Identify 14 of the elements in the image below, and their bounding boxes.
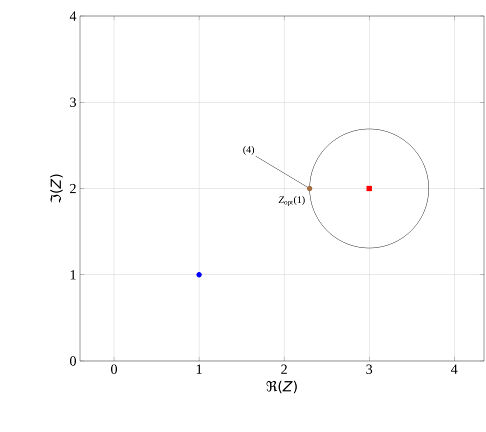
y-tick-label: 2 bbox=[70, 184, 76, 194]
y-tick-label: 1 bbox=[70, 270, 76, 280]
x-tick-label: 3 bbox=[366, 364, 372, 374]
annotation: Z$_{opt}$(1) bbox=[278, 196, 305, 206]
y-tick-label: 0 bbox=[70, 356, 76, 366]
y-tick-label: 4 bbox=[70, 11, 76, 21]
y-axis-title: ℑ(Z) bbox=[50, 174, 63, 203]
x-tick-label: 2 bbox=[281, 364, 287, 374]
x-axis-title: ℜ(Z) bbox=[266, 380, 297, 394]
y-tick-label: 3 bbox=[70, 98, 76, 107]
x-tick-label: 1 bbox=[196, 364, 202, 374]
x-tick-label: 4 bbox=[451, 364, 458, 374]
x-tick-label: 0 bbox=[111, 364, 117, 374]
annotation: (4) bbox=[243, 146, 254, 155]
